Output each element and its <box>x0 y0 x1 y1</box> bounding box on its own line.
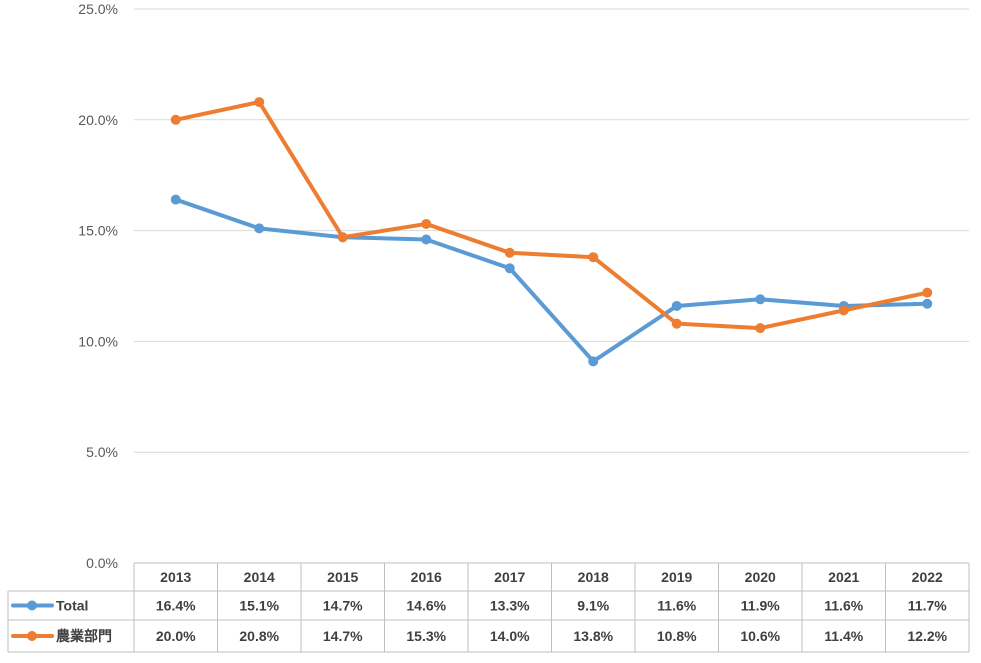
data-point <box>254 223 265 234</box>
series-layer <box>170 97 933 367</box>
data-label: 14.0% <box>490 628 530 644</box>
data-point <box>671 300 682 311</box>
y-tick-label: 10.0% <box>78 333 118 349</box>
data-point <box>504 263 515 274</box>
data-label: 11.6% <box>824 598 863 614</box>
y-tick-label: 5.0% <box>86 444 118 460</box>
data-label: 11.7% <box>908 598 947 614</box>
data-label: 14.7% <box>323 628 363 644</box>
data-point <box>421 218 432 229</box>
x-tick-label: 2020 <box>745 569 776 585</box>
data-table: 2013 2014 2015 2016 2017 2018 2019 2020 2021 2022… <box>7 562 970 653</box>
data-point <box>588 356 599 367</box>
data-label: 11.9% <box>741 598 780 614</box>
legend-key-marker <box>27 600 37 611</box>
data-label: 12.2% <box>907 628 947 644</box>
x-tick-label: 2014 <box>244 569 275 585</box>
data-label: 15.3% <box>406 628 446 644</box>
data-point <box>838 305 849 316</box>
data-point <box>170 194 181 205</box>
series-line <box>173 100 930 331</box>
data-label: 9.1% <box>577 598 609 614</box>
x-tick-label: 2015 <box>327 569 358 585</box>
x-tick-label: 2019 <box>661 569 692 585</box>
data-point <box>588 252 599 263</box>
data-point <box>755 323 766 334</box>
data-point <box>421 234 432 245</box>
legend-key-marker <box>27 631 37 641</box>
y-tick-label: 20.0% <box>78 112 118 128</box>
x-tick-label: 2017 <box>494 569 525 585</box>
data-label: 15.1% <box>239 598 279 614</box>
data-point <box>671 318 682 329</box>
data-label: 13.8% <box>573 628 613 644</box>
x-tick-label: 2021 <box>828 569 859 585</box>
data-label: 13.3% <box>490 598 530 614</box>
data-point <box>922 298 933 309</box>
y-tick-label: 15.0% <box>78 223 118 239</box>
x-tick-label: 2013 <box>160 569 191 585</box>
data-point <box>170 114 181 125</box>
data-label: 11.4% <box>824 628 863 644</box>
data-label: 11.6% <box>657 598 696 614</box>
data-label: 14.7% <box>323 598 363 614</box>
data-point <box>254 97 265 108</box>
x-tick-label: 2016 <box>411 569 442 585</box>
legend-label: Total <box>56 598 88 614</box>
y-tick-label: 25.0% <box>78 1 118 17</box>
series-line <box>173 197 930 364</box>
x-tick-label: 2022 <box>912 569 943 585</box>
data-label: 10.6% <box>740 628 780 644</box>
data-label: 16.4% <box>156 598 196 614</box>
data-label: 20.8% <box>239 628 279 644</box>
y-tick-label: 0.0% <box>86 555 118 571</box>
data-label: 10.8% <box>657 628 697 644</box>
legend-label: 農業部門 <box>56 628 112 644</box>
data-point <box>504 247 515 258</box>
y-axis-ticks: 0.0% 5.0% 10.0% 15.0% 20.0% 25.0% <box>78 1 118 571</box>
data-label: 14.6% <box>406 598 446 614</box>
x-tick-label: 2018 <box>578 569 609 585</box>
data-label: 20.0% <box>156 628 196 644</box>
data-point <box>337 232 348 243</box>
data-point <box>755 294 766 305</box>
data-point <box>922 287 933 298</box>
